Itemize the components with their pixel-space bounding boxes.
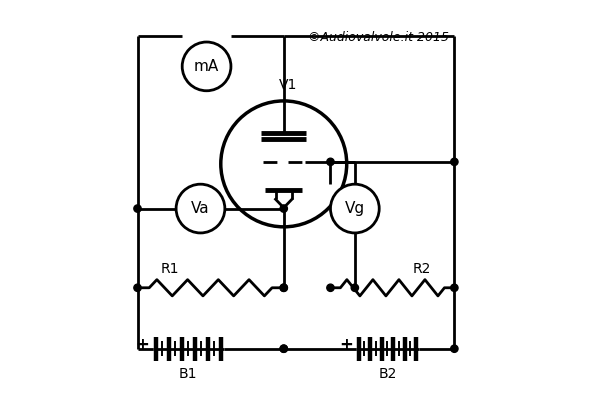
Text: B2: B2 [378, 367, 397, 381]
Circle shape [134, 205, 141, 212]
Text: +: + [136, 336, 149, 354]
Text: R1: R1 [161, 263, 179, 276]
Circle shape [351, 284, 358, 292]
Text: R2: R2 [413, 263, 431, 276]
Text: mA: mA [194, 59, 219, 74]
Text: Vg: Vg [345, 201, 365, 216]
Text: Va: Va [191, 201, 210, 216]
Circle shape [451, 284, 458, 292]
Circle shape [182, 42, 231, 91]
Circle shape [331, 184, 379, 233]
Circle shape [280, 345, 287, 353]
Text: B1: B1 [179, 367, 197, 381]
Circle shape [176, 184, 225, 233]
Circle shape [280, 284, 287, 292]
Text: V1: V1 [278, 78, 297, 92]
Circle shape [280, 345, 287, 353]
Circle shape [280, 284, 287, 292]
Circle shape [134, 284, 141, 292]
Circle shape [451, 158, 458, 166]
Circle shape [327, 284, 334, 292]
Circle shape [451, 345, 458, 353]
Text: ©Audiovalvole.it 2015: ©Audiovalvole.it 2015 [308, 31, 449, 45]
Circle shape [327, 158, 334, 166]
Text: +: + [339, 336, 353, 354]
Circle shape [280, 205, 287, 212]
